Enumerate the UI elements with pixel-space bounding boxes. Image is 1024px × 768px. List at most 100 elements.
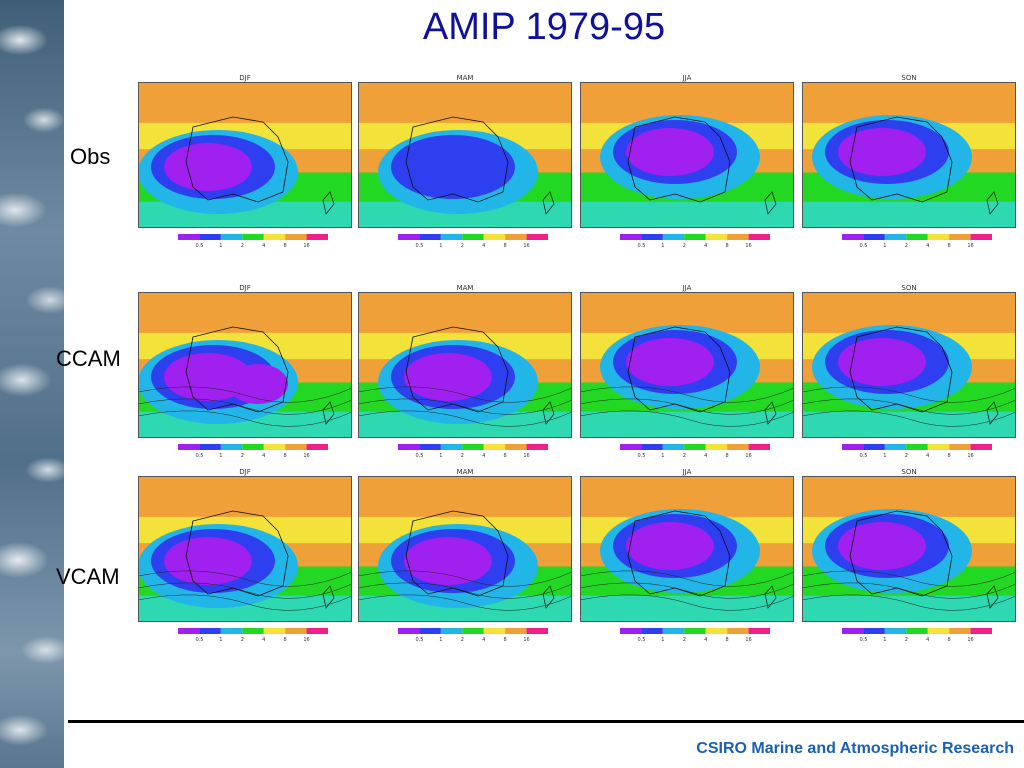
colorbar-tick-label: 1 — [883, 243, 887, 249]
rainfall-map — [358, 476, 572, 622]
colorbar-tick-label: 1 — [439, 637, 443, 643]
colorbar-tick-label: 4 — [704, 453, 708, 459]
map-panel: DJF 0.5 1 2 4 8 16 — [138, 74, 352, 252]
map-frame — [138, 82, 352, 228]
colorbar-swatch — [906, 628, 928, 634]
colorbar — [620, 234, 770, 240]
coastline — [405, 326, 509, 413]
colorbar-tick-label: 0.5 — [859, 243, 868, 249]
colorbar-tick-label: 2 — [682, 637, 686, 643]
map-frame — [358, 476, 572, 622]
coastline — [764, 191, 777, 215]
coastline — [986, 585, 999, 609]
map-contour-purple — [626, 338, 714, 386]
colorbar-tick-label: 0.5 — [637, 453, 646, 459]
colorbar — [842, 628, 992, 634]
colorbar-ticks: 0.5 1 2 4 8 16 — [178, 453, 328, 461]
map-panel: MAM 0.5 1 2 4 8 16 — [358, 284, 572, 462]
colorbar-tick-label: 0.5 — [195, 243, 204, 249]
coastline — [849, 510, 953, 597]
rainfall-map — [138, 82, 352, 228]
colorbar-swatch — [242, 234, 264, 240]
coastline — [185, 326, 289, 413]
map-frame — [580, 82, 794, 228]
colorbar — [178, 628, 328, 634]
colorbar-swatch — [526, 444, 548, 450]
pressure-contour — [358, 570, 572, 587]
map-contour-purple — [838, 338, 926, 386]
pressure-contour — [580, 594, 794, 611]
colorbar-tick-label: 1 — [219, 453, 223, 459]
coastline — [764, 585, 777, 609]
colorbar-swatch — [398, 444, 420, 450]
map-panel: DJF 0.5 1 2 4 8 16 — [138, 284, 352, 462]
colorbar-swatch — [906, 234, 928, 240]
colorbar-swatch — [970, 444, 992, 450]
colorbar-tick-label: 4 — [482, 243, 486, 249]
coastline — [185, 116, 289, 203]
map-panel: SON 0.5 1 2 4 8 16 — [802, 284, 1016, 462]
colorbar-tick-label: 8 — [283, 243, 287, 249]
colorbar-tick-label: 4 — [704, 243, 708, 249]
colorbar-tick-label: 4 — [926, 637, 930, 643]
colorbar-swatch — [949, 234, 971, 240]
colorbar-tick-label: 2 — [460, 243, 464, 249]
rainfall-map — [580, 476, 794, 622]
pressure-contour — [580, 410, 794, 427]
slide-title: AMIP 1979-95 — [422, 6, 666, 48]
row-label-vcam: VCAM — [56, 564, 120, 589]
colorbar-ticks: 0.5 1 2 4 8 16 — [842, 637, 992, 645]
map-band — [580, 411, 794, 438]
colorbar-swatch — [440, 234, 463, 240]
map-contour-purple — [838, 522, 926, 570]
colorbar-swatch — [863, 628, 885, 634]
colorbar-swatch — [748, 234, 770, 240]
map-panel: SON 0.5 1 2 4 8 16 — [802, 468, 1016, 646]
colorbar-tick-label: 16 — [745, 453, 752, 459]
pressure-contour — [358, 386, 572, 403]
coastline — [542, 401, 555, 425]
map-frame — [580, 292, 794, 438]
pressure-contour — [138, 410, 352, 427]
rainfall-map — [580, 292, 794, 438]
colorbar-tick-label: 4 — [704, 637, 708, 643]
colorbar-swatch — [727, 444, 749, 450]
row-label-obs: Obs — [70, 144, 111, 169]
season-label: SON — [901, 468, 917, 476]
colorbar-swatch — [705, 628, 728, 634]
colorbar-swatch — [199, 628, 221, 634]
colorbar-swatch — [884, 234, 907, 240]
map-contour-purple — [164, 537, 252, 585]
season-label: MAM — [456, 74, 474, 82]
pressure-contour — [138, 386, 352, 403]
colorbar-tick-label: 8 — [947, 453, 951, 459]
rainfall-map — [358, 82, 572, 228]
colorbar-tick-label: 1 — [661, 243, 665, 249]
row-label-ccam: CCAM — [56, 346, 121, 371]
colorbar-tick-label: 0.5 — [195, 453, 204, 459]
colorbar-swatch — [927, 234, 950, 240]
coastline — [322, 191, 335, 215]
colorbar-tick-label: 16 — [523, 637, 530, 643]
colorbar-ticks: 0.5 1 2 4 8 16 — [398, 243, 548, 251]
colorbar-swatch — [927, 628, 950, 634]
colorbar-swatch — [220, 444, 243, 450]
rainfall-map — [358, 292, 572, 438]
colorbar-tick-label: 4 — [482, 637, 486, 643]
colorbar-swatch — [505, 444, 527, 450]
colorbar-swatch — [483, 444, 506, 450]
colorbar — [398, 444, 548, 450]
colorbar-tick-label: 16 — [303, 637, 310, 643]
map-frame — [802, 476, 1016, 622]
map-frame — [802, 292, 1016, 438]
map-contour-purple — [626, 522, 714, 570]
colorbar-swatch — [662, 628, 685, 634]
pressure-contour — [138, 582, 352, 599]
colorbar-tick-label: 4 — [262, 243, 266, 249]
colorbar-ticks: 0.5 1 2 4 8 16 — [842, 453, 992, 461]
season-label: DJF — [239, 74, 251, 82]
map-panel: MAM 0.5 1 2 4 8 16 — [358, 74, 572, 252]
pressure-contour — [580, 582, 794, 599]
map-band — [580, 595, 794, 622]
coastline — [542, 191, 555, 215]
